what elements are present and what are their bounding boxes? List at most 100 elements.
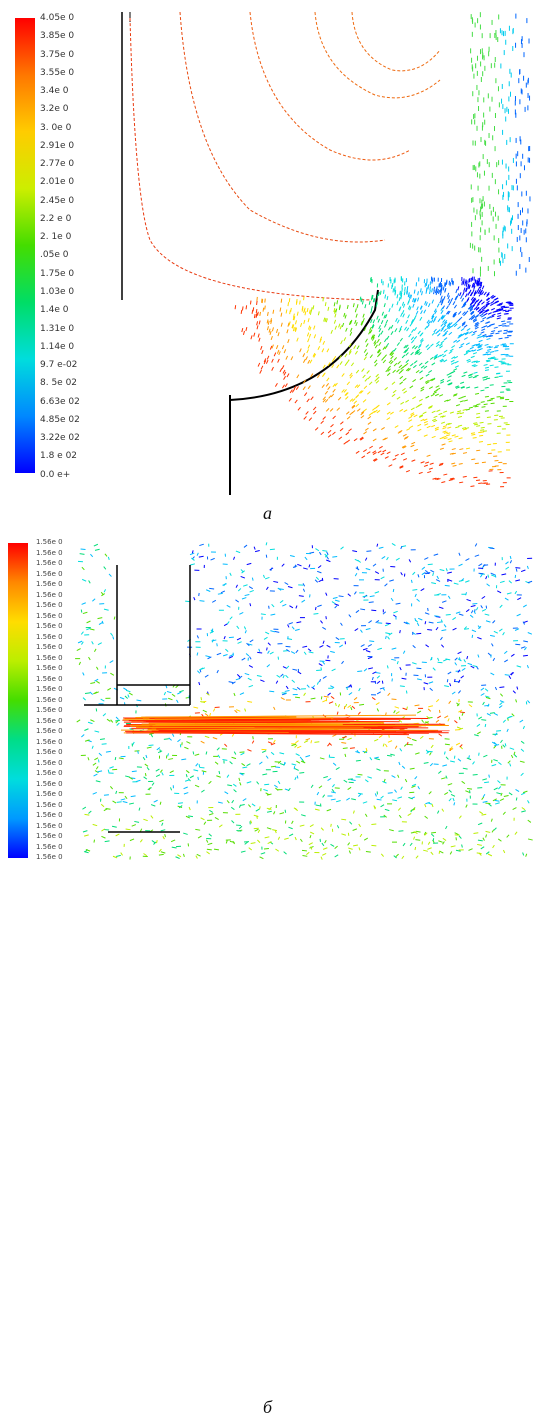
velocity-vector — [440, 637, 442, 640]
velocity-vector — [328, 435, 331, 438]
velocity-vector — [354, 401, 357, 404]
velocity-vector — [211, 558, 215, 560]
velocity-vector — [317, 682, 318, 685]
velocity-vector — [152, 841, 155, 843]
velocity-vector — [411, 340, 414, 343]
velocity-vector — [361, 416, 364, 419]
velocity-vector — [104, 609, 109, 610]
velocity-vector — [107, 719, 110, 721]
velocity-vector — [479, 348, 483, 349]
velocity-vector — [461, 328, 464, 330]
velocity-vector — [315, 427, 318, 430]
velocity-vector — [491, 643, 493, 646]
velocity-vector — [454, 802, 455, 805]
velocity-vector — [514, 755, 517, 758]
velocity-vector — [385, 744, 387, 747]
velocity-vector — [244, 627, 245, 630]
velocity-vector — [337, 825, 338, 828]
velocity-vector — [317, 605, 321, 606]
velocity-vector — [483, 431, 487, 432]
velocity-vector — [331, 424, 334, 427]
velocity-vector — [431, 425, 435, 426]
velocity-vector — [94, 544, 98, 546]
velocity-vector — [515, 591, 517, 594]
velocity-vector — [296, 606, 297, 609]
velocity-vector — [295, 697, 300, 698]
velocity-vector — [88, 722, 92, 723]
velocity-vector — [368, 668, 373, 669]
velocity-vector — [488, 653, 491, 655]
velocity-vector — [386, 320, 388, 324]
velocity-vector — [460, 382, 464, 383]
velocity-vector — [354, 345, 356, 348]
velocity-vector — [425, 621, 426, 624]
velocity-vector — [236, 830, 241, 831]
velocity-vector — [320, 679, 321, 682]
velocity-vector — [344, 706, 345, 709]
velocity-vector — [471, 610, 472, 613]
velocity-vector — [458, 286, 459, 290]
velocity-vector — [258, 334, 259, 338]
velocity-vector — [455, 366, 459, 368]
velocity-vector — [400, 630, 401, 633]
velocity-vector — [338, 397, 341, 400]
velocity-vector — [315, 607, 316, 610]
velocity-vector — [183, 833, 187, 834]
velocity-vector — [246, 653, 249, 655]
velocity-vector — [452, 449, 456, 450]
velocity-vector — [491, 301, 494, 303]
velocity-vector — [483, 379, 487, 380]
velocity-vector — [517, 687, 518, 690]
velocity-vector — [256, 309, 257, 313]
velocity-vector — [389, 580, 393, 581]
velocity-vector — [364, 357, 366, 360]
velocity-vector — [350, 412, 353, 415]
velocity-vector — [432, 419, 436, 421]
velocity-vector — [292, 627, 294, 630]
velocity-vector — [464, 400, 468, 401]
velocity-vector — [489, 548, 494, 549]
velocity-vector — [427, 471, 431, 472]
velocity-vector — [445, 744, 450, 745]
velocity-vector — [274, 811, 275, 814]
velocity-vector — [177, 692, 181, 694]
velocity-vector — [451, 463, 455, 464]
velocity-vector — [437, 333, 440, 336]
velocity-vector — [523, 853, 524, 856]
velocity-vector — [406, 691, 407, 694]
velocity-vector — [460, 712, 465, 713]
velocity-vector — [415, 618, 416, 621]
velocity-vector — [470, 790, 471, 793]
velocity-vector — [321, 421, 324, 424]
velocity-vector — [87, 621, 91, 623]
velocity-vector — [494, 745, 499, 746]
velocity-vector — [229, 682, 234, 683]
velocity-vector — [373, 429, 376, 431]
velocity-vector — [411, 337, 414, 340]
velocity-vector — [443, 474, 447, 475]
velocity-vector — [205, 736, 209, 737]
velocity-vector — [328, 387, 331, 390]
velocity-vector — [96, 681, 99, 683]
velocity-vector — [452, 617, 455, 619]
velocity-vector — [415, 847, 416, 850]
velocity-vector — [295, 320, 296, 324]
velocity-vector — [377, 692, 381, 694]
velocity-vector — [430, 357, 433, 359]
velocity-vector — [465, 294, 467, 298]
velocity-vector — [383, 347, 385, 350]
velocity-vector — [361, 645, 365, 647]
velocity-vector — [434, 416, 438, 418]
velocity-vector — [333, 389, 336, 392]
velocity-vector — [478, 334, 482, 336]
velocity-vector — [457, 727, 461, 729]
velocity-vector — [477, 844, 482, 845]
velocity-vector — [367, 452, 370, 454]
velocity-vector — [414, 837, 415, 840]
velocity-vector — [255, 829, 259, 831]
velocity-vector — [347, 382, 350, 385]
velocity-vector — [328, 430, 331, 433]
velocity-vector — [83, 698, 86, 701]
velocity-vector — [199, 544, 203, 545]
velocity-vector — [334, 302, 335, 306]
